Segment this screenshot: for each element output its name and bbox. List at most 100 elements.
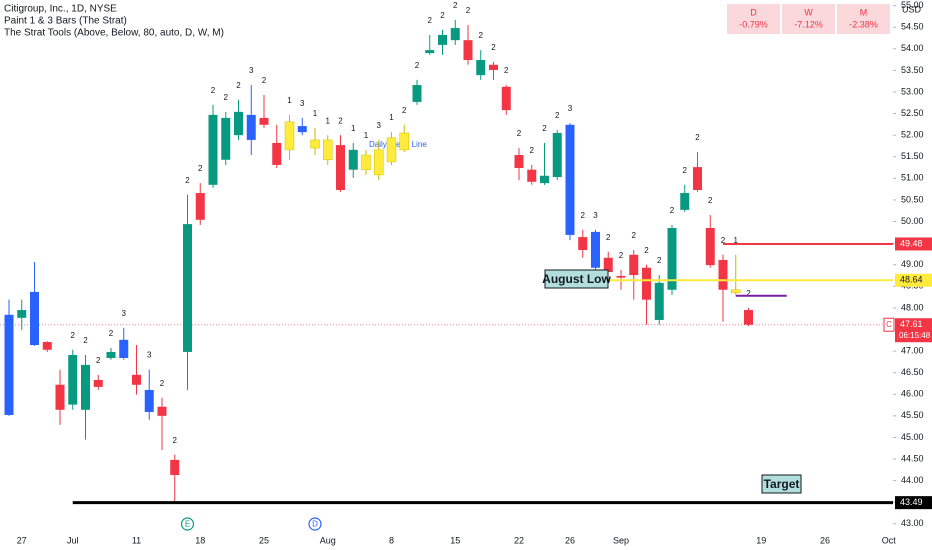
event-marker	[180, 517, 195, 531]
strat-label: 2	[440, 11, 445, 20]
y-tick-label: 46.50	[901, 367, 924, 377]
candle-body	[284, 121, 295, 151]
candle-body	[616, 275, 626, 278]
event-label: E	[185, 520, 190, 529]
strat-label: 2	[632, 231, 637, 240]
candle-body	[386, 137, 397, 163]
candle-body	[68, 354, 78, 405]
x-tick-label: 8	[389, 535, 394, 545]
y-tick-label: 44.00	[901, 475, 924, 485]
candle-body	[705, 228, 715, 266]
strat-label: 3	[147, 351, 152, 360]
candle-body	[591, 231, 600, 268]
strat-label: 2	[581, 211, 586, 220]
y-tick-label: 48.00	[901, 302, 924, 312]
x-tick-label: 25	[259, 535, 269, 545]
price-tag	[895, 237, 932, 251]
strat-label: 2	[683, 166, 688, 175]
candle-body	[336, 145, 345, 190]
strat-label: 2	[606, 233, 611, 242]
candle-body	[119, 339, 129, 358]
price-tag-label: 48.64	[900, 275, 923, 285]
candle-body	[463, 40, 473, 61]
candle-body	[42, 342, 52, 350]
strat-label: 2	[160, 379, 165, 388]
candle-body	[399, 132, 409, 151]
candle-body	[183, 224, 192, 352]
candle-body	[552, 133, 562, 178]
candle-body	[744, 310, 753, 325]
y-tick-label: 43.00	[901, 518, 924, 528]
currency-label: USD	[902, 4, 922, 14]
strat-label: 3	[593, 211, 598, 220]
tf-change: -0.79%	[739, 19, 768, 29]
x-tick-label: 22	[514, 535, 524, 545]
candle-body	[374, 149, 384, 176]
candle-body	[144, 389, 154, 412]
candle-body	[718, 259, 728, 290]
candle-body	[693, 167, 702, 190]
price-tag-label: 49.48	[900, 238, 923, 248]
strat-label: 2	[211, 86, 216, 95]
event-marker	[308, 517, 322, 531]
candle-body	[297, 126, 307, 133]
strat-label: 3	[300, 99, 305, 108]
y-tick-label: 45.50	[901, 410, 924, 420]
candle-body	[170, 459, 180, 475]
x-tick-label: 11	[132, 535, 141, 545]
strat-label: 2	[695, 133, 700, 142]
strat-label: 2	[466, 6, 471, 15]
strat-label: 2	[517, 129, 522, 138]
y-tick-label: 47.00	[901, 345, 924, 355]
price-tag	[895, 318, 932, 343]
candle-body	[208, 114, 218, 185]
price-tag-label: 43.49	[900, 497, 923, 507]
y-tick-label: 53.50	[901, 65, 924, 75]
strat-label: 2	[530, 146, 535, 155]
strat-label: 1	[287, 96, 292, 105]
strat-label: 2	[721, 236, 726, 245]
candle-body	[310, 139, 320, 149]
strat-label: 2	[555, 111, 560, 120]
candle-body	[667, 228, 677, 290]
annotation-text: Target	[764, 477, 800, 491]
strat-label: 2	[71, 331, 76, 340]
tf-cell	[782, 4, 835, 34]
y-tick-label: 54.50	[901, 22, 924, 32]
candle-body	[323, 139, 333, 161]
candle-body	[221, 117, 231, 160]
candle-body	[195, 193, 205, 220]
candle-body	[603, 257, 613, 273]
candle-body	[30, 291, 39, 346]
candle-body	[540, 175, 549, 184]
x-tick-label: Oct	[882, 535, 897, 545]
candle-body	[348, 149, 358, 170]
chart-title: Citigroup, Inc., 1D, NYSE	[4, 4, 117, 15]
strat-label: 2	[542, 124, 547, 133]
tf-name: M	[860, 7, 868, 17]
y-tick-label: 51.50	[901, 151, 924, 161]
annotation-box	[761, 474, 802, 494]
strat-label: 1	[389, 113, 394, 122]
strat-label: 2	[83, 336, 88, 345]
strat-label: 1	[364, 131, 369, 140]
strat-label: 1	[313, 109, 318, 118]
annotation-box	[544, 269, 609, 289]
x-tick-label: Sep	[613, 535, 629, 545]
candle-body	[527, 169, 537, 182]
candle-body	[514, 155, 524, 168]
x-tick-label: 15	[450, 535, 460, 545]
y-tick-label: 53.00	[901, 86, 924, 96]
strat-label: 2	[644, 246, 649, 255]
strat-label: 2	[262, 76, 267, 85]
x-tick-label: 19	[756, 535, 766, 545]
candle-body	[157, 406, 167, 416]
price-tag	[895, 273, 932, 287]
flag-label: C	[886, 320, 892, 329]
strat-label: 2	[185, 176, 190, 185]
candle-body	[425, 50, 435, 54]
strat-label: 1	[734, 236, 739, 245]
strat-label: 2	[338, 116, 343, 125]
y-tick-label: 50.50	[901, 194, 924, 204]
